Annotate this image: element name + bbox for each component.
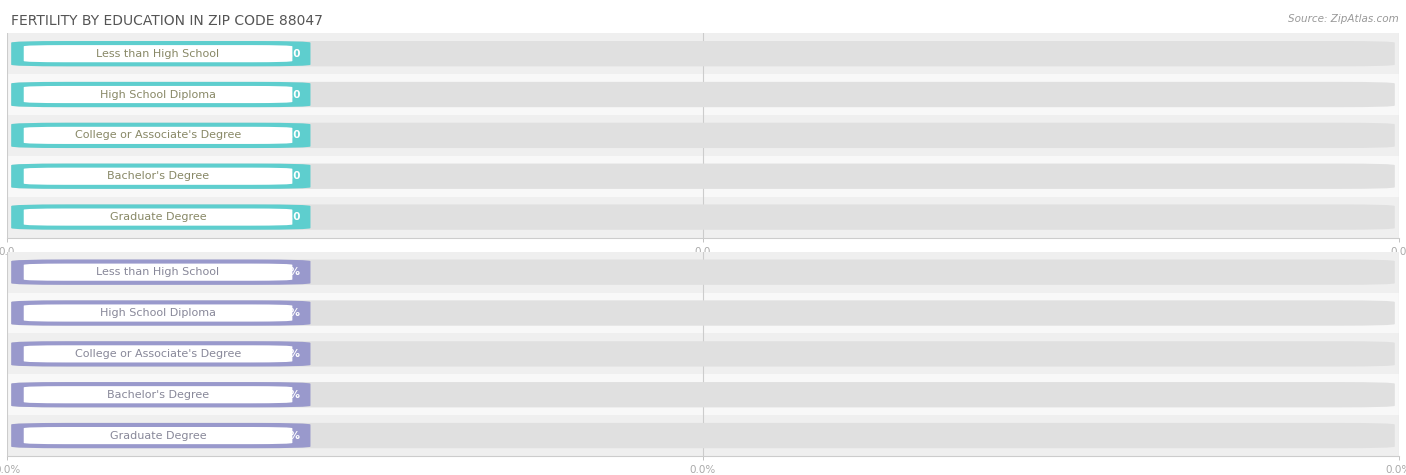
FancyBboxPatch shape bbox=[11, 300, 311, 326]
FancyBboxPatch shape bbox=[11, 163, 1395, 189]
Text: Less than High School: Less than High School bbox=[97, 48, 219, 59]
FancyBboxPatch shape bbox=[11, 163, 311, 189]
FancyBboxPatch shape bbox=[11, 259, 1395, 285]
Bar bbox=[7, 115, 1399, 156]
Text: Graduate Degree: Graduate Degree bbox=[110, 212, 207, 222]
FancyBboxPatch shape bbox=[24, 264, 292, 281]
FancyBboxPatch shape bbox=[24, 45, 292, 62]
Text: 0.0%: 0.0% bbox=[271, 430, 301, 441]
Text: 0.0%: 0.0% bbox=[271, 308, 301, 318]
Bar bbox=[7, 156, 1399, 197]
FancyBboxPatch shape bbox=[24, 345, 292, 362]
Text: 0.0: 0.0 bbox=[283, 171, 301, 181]
FancyBboxPatch shape bbox=[11, 204, 311, 230]
FancyBboxPatch shape bbox=[24, 304, 292, 322]
FancyBboxPatch shape bbox=[11, 41, 311, 66]
Bar bbox=[7, 415, 1399, 456]
Bar bbox=[7, 293, 1399, 333]
Text: College or Associate's Degree: College or Associate's Degree bbox=[75, 130, 242, 141]
Text: 0.0: 0.0 bbox=[283, 48, 301, 59]
Text: 0.0%: 0.0% bbox=[271, 349, 301, 359]
FancyBboxPatch shape bbox=[24, 209, 292, 226]
Text: Less than High School: Less than High School bbox=[97, 267, 219, 277]
FancyBboxPatch shape bbox=[24, 386, 292, 403]
Text: Bachelor's Degree: Bachelor's Degree bbox=[107, 390, 209, 400]
FancyBboxPatch shape bbox=[11, 341, 1395, 367]
Text: 0.0: 0.0 bbox=[283, 212, 301, 222]
FancyBboxPatch shape bbox=[11, 423, 1395, 448]
FancyBboxPatch shape bbox=[24, 127, 292, 144]
Text: College or Associate's Degree: College or Associate's Degree bbox=[75, 349, 242, 359]
Text: Source: ZipAtlas.com: Source: ZipAtlas.com bbox=[1288, 14, 1399, 24]
Bar bbox=[7, 252, 1399, 293]
Text: 0.0%: 0.0% bbox=[271, 267, 301, 277]
Bar bbox=[7, 333, 1399, 374]
FancyBboxPatch shape bbox=[11, 259, 311, 285]
Text: 0.0%: 0.0% bbox=[271, 390, 301, 400]
FancyBboxPatch shape bbox=[11, 41, 1395, 66]
Bar bbox=[7, 33, 1399, 74]
FancyBboxPatch shape bbox=[11, 300, 1395, 326]
Text: 0.0: 0.0 bbox=[283, 89, 301, 100]
FancyBboxPatch shape bbox=[11, 82, 311, 107]
Text: Graduate Degree: Graduate Degree bbox=[110, 430, 207, 441]
Text: FERTILITY BY EDUCATION IN ZIP CODE 88047: FERTILITY BY EDUCATION IN ZIP CODE 88047 bbox=[11, 14, 323, 28]
FancyBboxPatch shape bbox=[11, 123, 1395, 148]
FancyBboxPatch shape bbox=[24, 168, 292, 185]
FancyBboxPatch shape bbox=[24, 427, 292, 444]
FancyBboxPatch shape bbox=[11, 123, 311, 148]
FancyBboxPatch shape bbox=[11, 204, 1395, 230]
Bar bbox=[7, 74, 1399, 115]
FancyBboxPatch shape bbox=[11, 423, 311, 448]
Text: 0.0: 0.0 bbox=[283, 130, 301, 141]
FancyBboxPatch shape bbox=[11, 382, 1395, 408]
Bar bbox=[7, 197, 1399, 238]
FancyBboxPatch shape bbox=[11, 82, 1395, 107]
FancyBboxPatch shape bbox=[11, 341, 311, 367]
FancyBboxPatch shape bbox=[24, 86, 292, 103]
Text: Bachelor's Degree: Bachelor's Degree bbox=[107, 171, 209, 181]
Bar bbox=[7, 374, 1399, 415]
FancyBboxPatch shape bbox=[11, 382, 311, 408]
Text: High School Diploma: High School Diploma bbox=[100, 308, 217, 318]
Text: High School Diploma: High School Diploma bbox=[100, 89, 217, 100]
